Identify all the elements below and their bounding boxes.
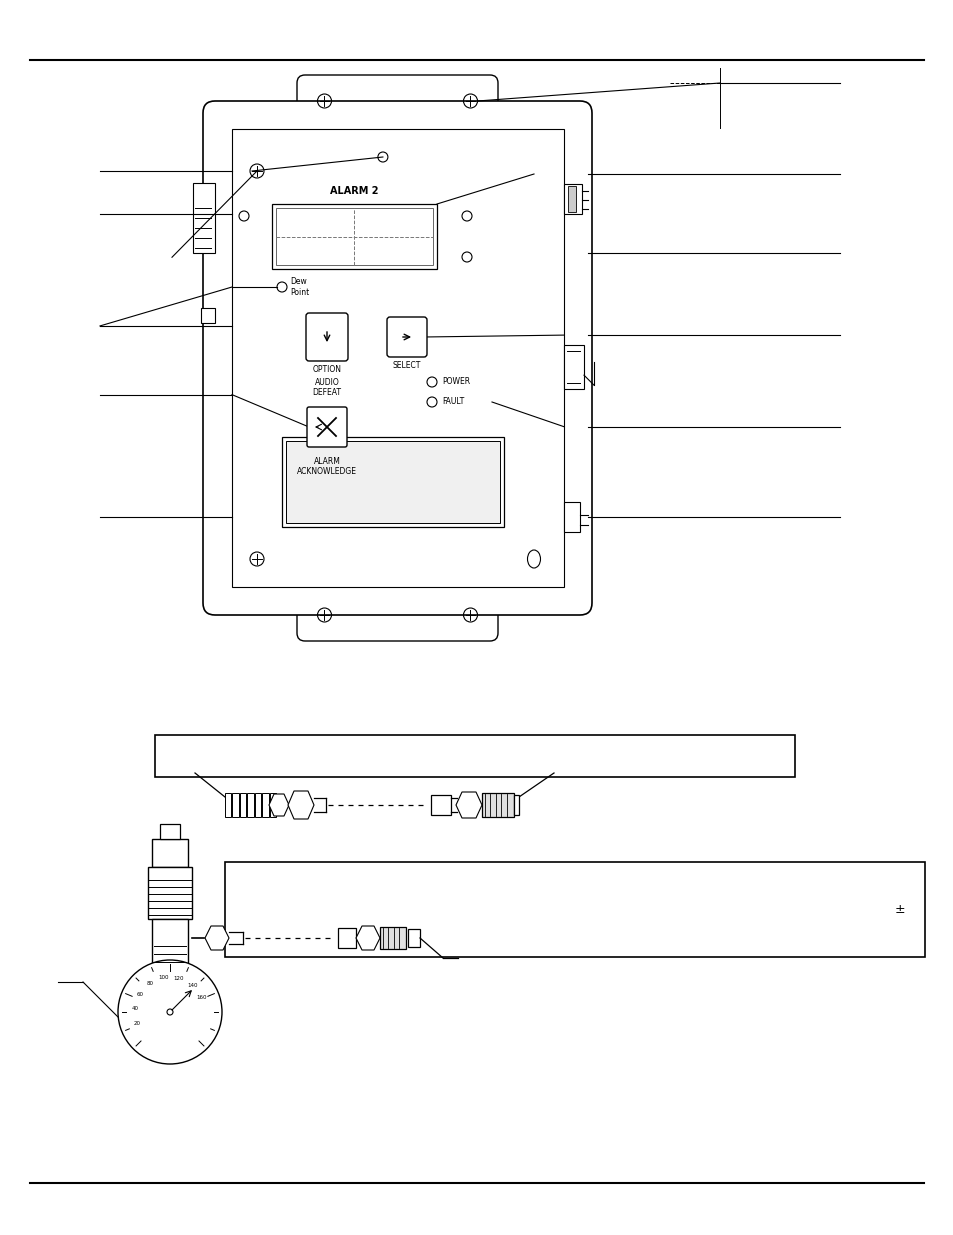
Text: POWER: POWER bbox=[441, 378, 470, 387]
Bar bbox=[431, 795, 451, 815]
Bar bbox=[272, 204, 436, 269]
FancyBboxPatch shape bbox=[306, 312, 348, 361]
Bar bbox=[563, 501, 579, 532]
Polygon shape bbox=[288, 790, 314, 819]
Text: 20: 20 bbox=[133, 1021, 140, 1026]
Text: 60: 60 bbox=[136, 992, 143, 997]
Text: 100: 100 bbox=[158, 974, 169, 981]
Bar bbox=[152, 919, 188, 967]
Bar bbox=[247, 793, 253, 818]
FancyBboxPatch shape bbox=[307, 408, 347, 447]
FancyBboxPatch shape bbox=[296, 75, 497, 124]
Bar bbox=[408, 929, 419, 947]
Bar bbox=[262, 793, 269, 818]
Bar bbox=[225, 793, 232, 818]
Bar bbox=[254, 793, 261, 818]
Polygon shape bbox=[205, 926, 229, 950]
Bar bbox=[152, 839, 188, 867]
Text: 120: 120 bbox=[173, 976, 184, 981]
Bar bbox=[201, 308, 214, 324]
Text: ALARM
ACKNOWLEDGE: ALARM ACKNOWLEDGE bbox=[296, 457, 356, 477]
Text: 80: 80 bbox=[146, 981, 153, 986]
Circle shape bbox=[167, 1009, 172, 1015]
Bar bbox=[286, 441, 499, 522]
Text: OPTION: OPTION bbox=[313, 366, 341, 374]
Text: Dew
Point: Dew Point bbox=[290, 278, 309, 296]
Polygon shape bbox=[355, 926, 379, 950]
Circle shape bbox=[118, 960, 222, 1065]
Text: ALARM 2: ALARM 2 bbox=[330, 186, 378, 196]
Bar bbox=[481, 793, 514, 818]
Bar bbox=[232, 128, 563, 587]
Text: 40: 40 bbox=[132, 1007, 138, 1011]
Bar bbox=[233, 793, 239, 818]
Bar bbox=[275, 207, 433, 266]
Bar bbox=[225, 862, 924, 957]
Bar bbox=[193, 183, 214, 253]
Text: SELECT: SELECT bbox=[393, 361, 420, 370]
Bar bbox=[563, 184, 581, 214]
Text: 140: 140 bbox=[187, 983, 197, 988]
Bar bbox=[148, 867, 192, 919]
FancyBboxPatch shape bbox=[387, 317, 427, 357]
Bar bbox=[282, 437, 503, 527]
FancyBboxPatch shape bbox=[296, 593, 497, 641]
Bar bbox=[514, 795, 518, 815]
Bar bbox=[379, 927, 406, 948]
Bar bbox=[154, 735, 794, 777]
FancyBboxPatch shape bbox=[203, 101, 592, 615]
Text: ±: ± bbox=[894, 903, 904, 916]
Bar bbox=[563, 345, 583, 389]
Bar bbox=[160, 824, 180, 839]
Bar bbox=[240, 793, 246, 818]
Bar bbox=[567, 186, 576, 212]
Bar bbox=[270, 793, 276, 818]
Polygon shape bbox=[456, 792, 481, 818]
Text: 160: 160 bbox=[196, 994, 207, 999]
Polygon shape bbox=[269, 794, 289, 816]
Text: FAULT: FAULT bbox=[441, 398, 464, 406]
Bar bbox=[337, 927, 355, 948]
Text: AUDIO
DEFEAT: AUDIO DEFEAT bbox=[313, 378, 341, 398]
